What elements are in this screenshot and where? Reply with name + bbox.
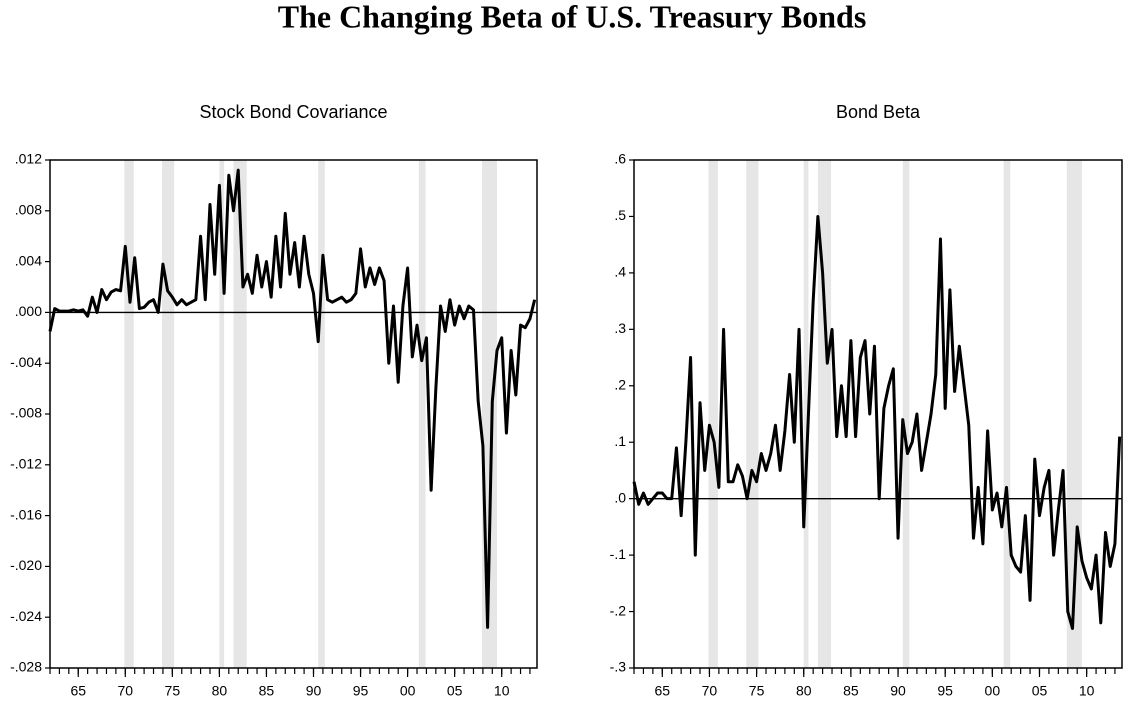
y-tick-label: .3 xyxy=(614,320,626,336)
x-tick-label: 95 xyxy=(353,683,369,699)
y-tick-label: .2 xyxy=(614,376,626,392)
y-tick-label: .004 xyxy=(15,252,42,268)
x-tick-label: 05 xyxy=(447,683,463,699)
x-tick-label: 75 xyxy=(749,683,765,699)
x-tick-label: 85 xyxy=(259,683,275,699)
x-tick-label: 80 xyxy=(212,683,228,699)
x-tick-label: 95 xyxy=(937,683,953,699)
y-tick-label: -.024 xyxy=(10,608,42,624)
plot-frame xyxy=(633,159,1123,669)
x-tick-label: 80 xyxy=(796,683,812,699)
y-tick-label: .012 xyxy=(15,151,42,167)
data-line xyxy=(48,168,537,629)
x-tick-label: 85 xyxy=(843,683,859,699)
x-tick-label: 10 xyxy=(494,683,510,699)
y-tick-label: -.2 xyxy=(610,602,627,618)
x-tick-label: 00 xyxy=(985,683,1001,699)
y-tick-label: .000 xyxy=(15,303,42,319)
y-tick-label: .0 xyxy=(614,489,626,505)
plot-frame xyxy=(49,159,538,669)
panel-title: Bond Beta xyxy=(836,102,921,122)
x-tick-label: 75 xyxy=(165,683,181,699)
shaded-period xyxy=(803,160,809,668)
y-tick-label: .008 xyxy=(15,202,42,218)
shaded-period xyxy=(902,160,910,668)
x-tick-label: 90 xyxy=(306,683,322,699)
shaded-period xyxy=(418,160,426,668)
y-tick-label: -.016 xyxy=(10,506,42,522)
x-tick-label: 65 xyxy=(70,683,86,699)
y-tick-label: -.008 xyxy=(10,405,42,421)
x-tick-label: 90 xyxy=(890,683,906,699)
shaded-period xyxy=(219,160,225,668)
shaded-period xyxy=(161,160,175,668)
y-tick-label: .4 xyxy=(614,264,626,280)
shaded-period xyxy=(124,160,134,668)
y-tick-label: .1 xyxy=(614,433,626,449)
y-tick-label: -.3 xyxy=(610,659,627,675)
x-tick-label: 05 xyxy=(1032,683,1048,699)
x-tick-label: 70 xyxy=(117,683,133,699)
y-tick-label: -.004 xyxy=(10,354,42,370)
panel-title: Stock Bond Covariance xyxy=(199,102,387,122)
shaded-period xyxy=(1003,160,1011,668)
y-tick-label: -.1 xyxy=(610,546,627,562)
y-tick-label: .5 xyxy=(614,207,626,223)
x-tick-label: 00 xyxy=(400,683,416,699)
x-tick-label: 65 xyxy=(655,683,671,699)
y-tick-label: -.028 xyxy=(10,659,42,675)
shaded-period xyxy=(746,160,759,668)
shaded-period xyxy=(817,160,832,668)
shaded-period xyxy=(318,160,325,668)
figure-title: The Changing Beta of U.S. Treasury Bonds xyxy=(278,0,867,34)
y-tick-label: .6 xyxy=(614,151,626,167)
x-tick-label: 10 xyxy=(1079,683,1095,699)
y-tick-label: -.012 xyxy=(10,456,42,472)
data-line xyxy=(632,214,1122,630)
shaded-period xyxy=(708,160,718,668)
y-tick-label: -.020 xyxy=(10,557,42,573)
x-tick-label: 70 xyxy=(702,683,718,699)
